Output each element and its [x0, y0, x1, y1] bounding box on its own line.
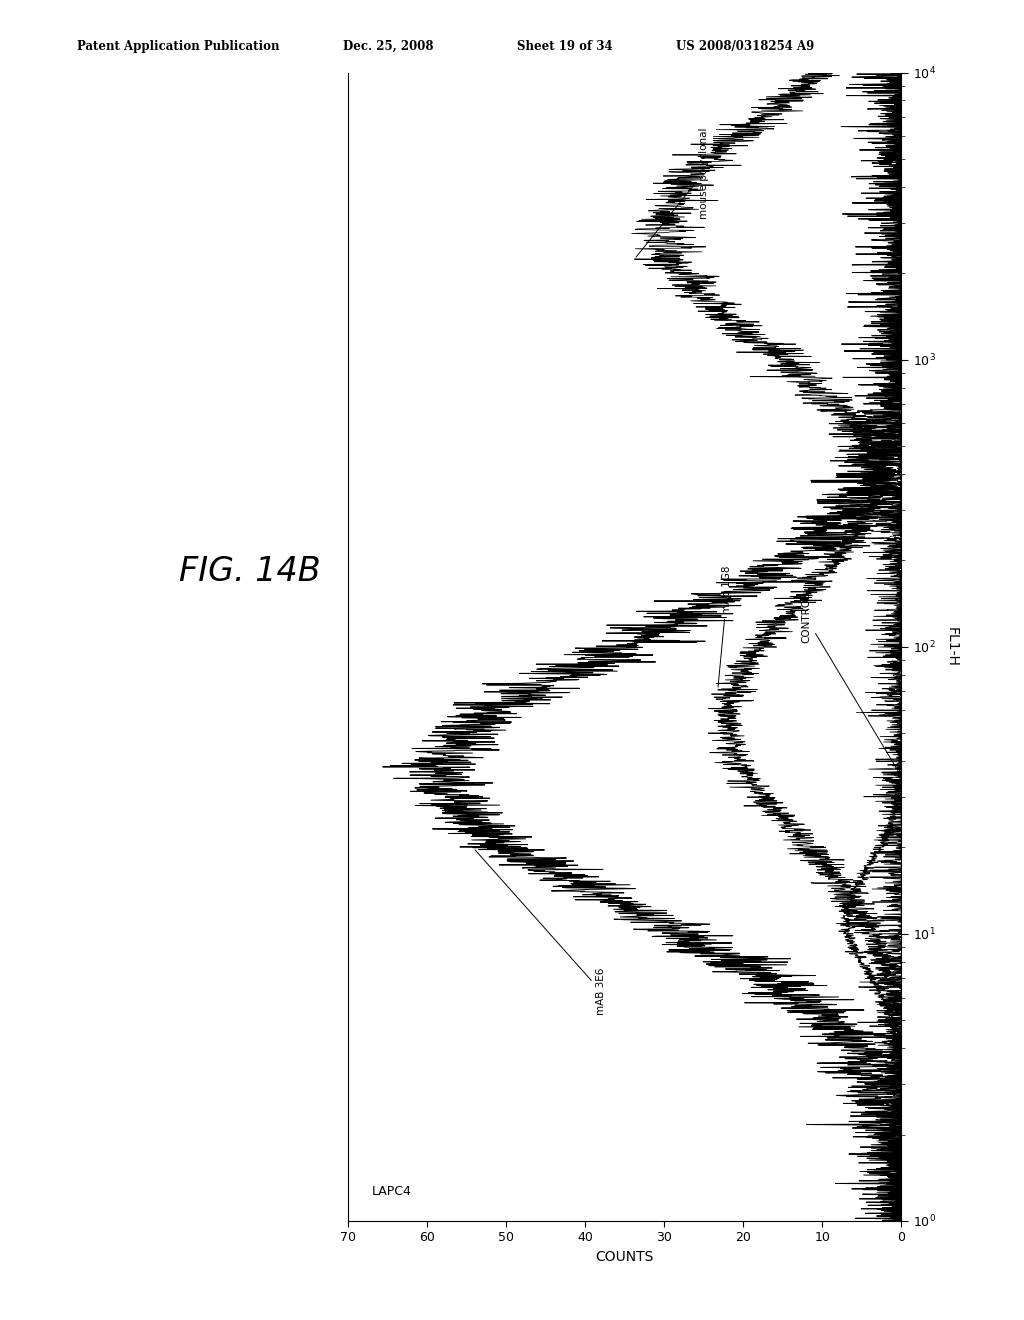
Text: US 2008/0318254 A9: US 2008/0318254 A9 [676, 40, 814, 53]
Text: mouse polyclonal: mouse polyclonal [636, 127, 709, 257]
Text: LAPC4: LAPC4 [372, 1185, 412, 1199]
Text: Sheet 19 of 34: Sheet 19 of 34 [517, 40, 612, 53]
Text: mAb 1G8: mAb 1G8 [718, 565, 732, 688]
Text: CONTROL: CONTROL [802, 593, 900, 774]
X-axis label: COUNTS: COUNTS [595, 1250, 654, 1265]
Y-axis label: FL1-H: FL1-H [944, 627, 958, 667]
Text: mAB 3E6: mAB 3E6 [475, 850, 606, 1015]
Text: Patent Application Publication: Patent Application Publication [77, 40, 280, 53]
Text: FIG. 14B: FIG. 14B [179, 554, 321, 587]
Text: Dec. 25, 2008: Dec. 25, 2008 [343, 40, 433, 53]
